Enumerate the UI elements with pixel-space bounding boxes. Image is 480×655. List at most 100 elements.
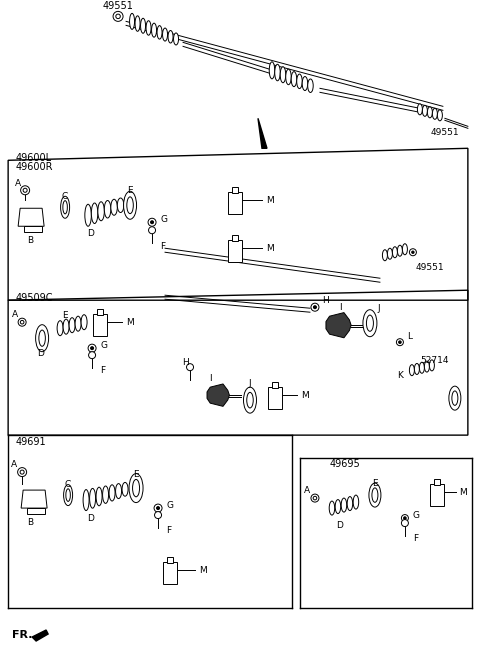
- Ellipse shape: [141, 18, 145, 33]
- Bar: [93, 314, 107, 336]
- Ellipse shape: [152, 23, 156, 37]
- Ellipse shape: [146, 21, 151, 35]
- Ellipse shape: [449, 386, 461, 410]
- Ellipse shape: [98, 202, 104, 221]
- Text: J: J: [249, 379, 252, 388]
- Ellipse shape: [123, 191, 137, 219]
- Text: F: F: [160, 242, 165, 251]
- Ellipse shape: [335, 500, 341, 514]
- Text: D: D: [36, 348, 44, 358]
- Bar: [228, 240, 242, 262]
- Ellipse shape: [90, 489, 96, 508]
- Text: M: M: [266, 196, 274, 205]
- Circle shape: [21, 186, 30, 195]
- Text: A: A: [304, 485, 310, 495]
- Ellipse shape: [452, 391, 458, 405]
- Ellipse shape: [163, 28, 168, 41]
- Circle shape: [401, 515, 408, 521]
- Circle shape: [313, 306, 316, 309]
- Circle shape: [409, 249, 416, 255]
- Text: H: H: [322, 295, 329, 305]
- Ellipse shape: [341, 498, 347, 512]
- Circle shape: [401, 519, 408, 527]
- Text: A: A: [11, 460, 17, 468]
- Circle shape: [18, 318, 26, 326]
- Text: M: M: [459, 487, 467, 496]
- Text: 49600L: 49600L: [15, 153, 51, 163]
- Ellipse shape: [127, 197, 133, 214]
- Ellipse shape: [132, 479, 140, 496]
- Circle shape: [148, 227, 156, 234]
- Circle shape: [311, 303, 319, 311]
- Ellipse shape: [363, 310, 377, 337]
- Ellipse shape: [353, 495, 359, 509]
- Circle shape: [187, 364, 193, 371]
- Ellipse shape: [130, 13, 134, 29]
- Text: J: J: [378, 304, 381, 312]
- Ellipse shape: [124, 196, 130, 210]
- Ellipse shape: [387, 248, 393, 259]
- Text: 49551: 49551: [103, 1, 133, 11]
- Ellipse shape: [122, 482, 128, 496]
- Text: D: D: [336, 521, 343, 530]
- Text: F: F: [100, 365, 105, 375]
- Ellipse shape: [427, 107, 432, 118]
- Ellipse shape: [329, 501, 335, 515]
- Text: H: H: [181, 358, 189, 367]
- Circle shape: [20, 470, 24, 474]
- Bar: [163, 562, 177, 584]
- Text: B: B: [27, 236, 33, 245]
- Ellipse shape: [409, 365, 414, 376]
- Circle shape: [23, 188, 27, 193]
- Text: G: G: [166, 500, 173, 510]
- Bar: [272, 382, 278, 388]
- Ellipse shape: [85, 204, 91, 226]
- Ellipse shape: [83, 489, 89, 511]
- Text: C: C: [65, 479, 71, 489]
- Bar: [434, 479, 440, 485]
- Ellipse shape: [104, 200, 111, 218]
- Bar: [430, 484, 444, 506]
- Bar: [232, 187, 238, 193]
- Ellipse shape: [243, 387, 256, 413]
- Text: 49551: 49551: [431, 128, 459, 138]
- Text: G: G: [100, 341, 107, 350]
- Text: 52714: 52714: [420, 356, 448, 365]
- Ellipse shape: [420, 362, 424, 373]
- Polygon shape: [258, 119, 267, 148]
- Text: FR.: FR.: [12, 630, 33, 640]
- Text: 49695: 49695: [330, 459, 360, 469]
- Text: A: A: [12, 310, 18, 319]
- Circle shape: [396, 339, 403, 346]
- Ellipse shape: [383, 250, 387, 261]
- Ellipse shape: [297, 74, 302, 88]
- Text: I: I: [209, 373, 211, 383]
- Ellipse shape: [69, 318, 75, 333]
- Ellipse shape: [286, 69, 291, 84]
- Circle shape: [404, 517, 406, 519]
- Ellipse shape: [422, 105, 427, 117]
- Text: A: A: [15, 179, 21, 188]
- Circle shape: [113, 11, 123, 22]
- Text: C: C: [62, 192, 68, 201]
- Ellipse shape: [129, 474, 143, 502]
- Ellipse shape: [63, 200, 67, 214]
- Ellipse shape: [418, 104, 422, 115]
- Circle shape: [89, 352, 96, 359]
- Text: E: E: [127, 186, 133, 195]
- Ellipse shape: [39, 330, 46, 346]
- Ellipse shape: [437, 110, 443, 121]
- Text: E: E: [133, 470, 139, 479]
- Ellipse shape: [275, 64, 280, 81]
- Ellipse shape: [291, 71, 297, 86]
- Ellipse shape: [157, 26, 162, 39]
- Circle shape: [313, 496, 317, 500]
- Text: G: G: [160, 215, 167, 224]
- Circle shape: [156, 506, 159, 510]
- Text: D: D: [87, 229, 94, 238]
- Ellipse shape: [372, 488, 378, 502]
- Text: I: I: [338, 303, 341, 312]
- Ellipse shape: [111, 199, 117, 215]
- Ellipse shape: [347, 496, 353, 511]
- Text: E: E: [62, 310, 68, 320]
